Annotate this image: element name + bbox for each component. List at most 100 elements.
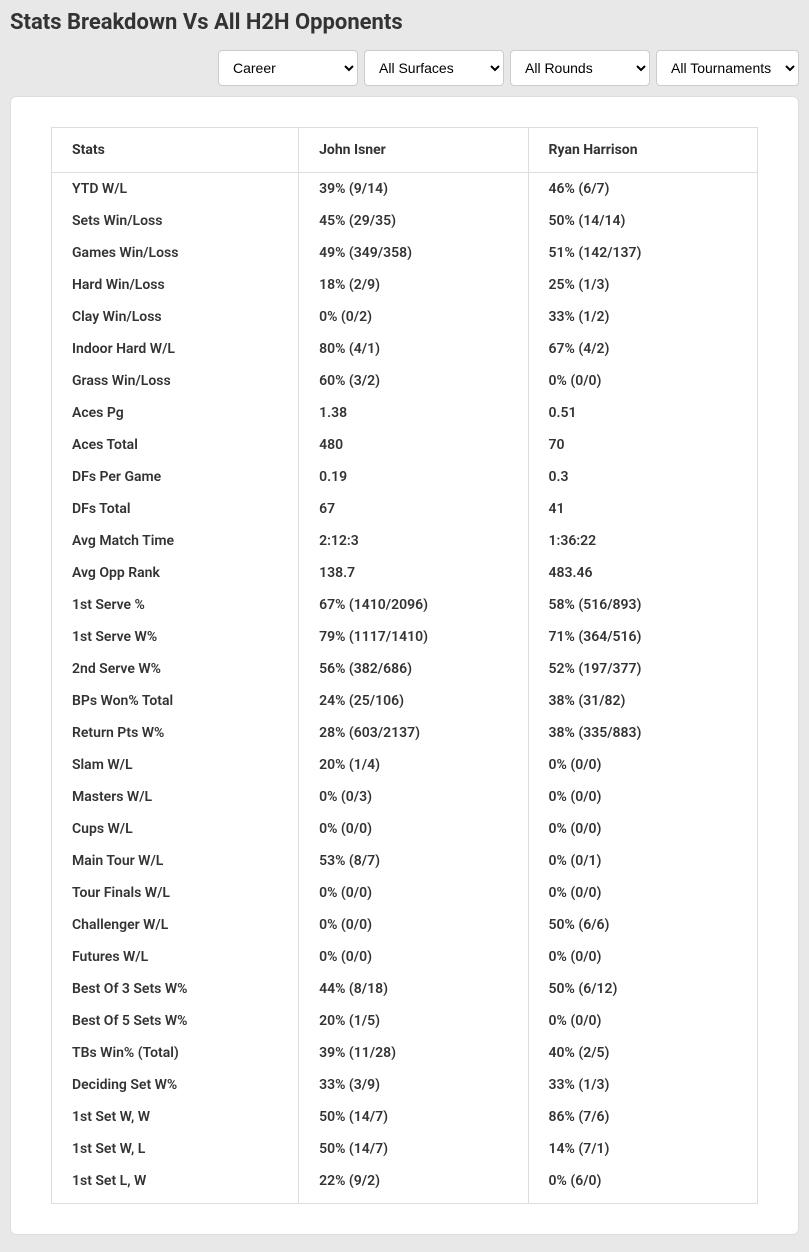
stat-name-cell: Masters W/L [52,781,299,813]
stat-name-cell: Indoor Hard W/L [52,333,299,365]
table-header-row: Stats John Isner Ryan Harrison [52,128,758,173]
player2-cell: 33% (1/3) [528,1069,757,1101]
player1-cell: 22% (9/2) [299,1165,528,1204]
player1-cell: 49% (349/358) [299,237,528,269]
stat-name-cell: DFs Per Game [52,461,299,493]
table-row: Indoor Hard W/L80% (4/1)67% (4/2) [52,333,758,365]
player2-cell: 50% (6/6) [528,909,757,941]
stat-name-cell: 1st Serve W% [52,621,299,653]
stat-name-cell: DFs Total [52,493,299,525]
player2-cell: 25% (1/3) [528,269,757,301]
player1-cell: 20% (1/4) [299,749,528,781]
stat-name-cell: Hard Win/Loss [52,269,299,301]
stats-card: Stats John Isner Ryan Harrison YTD W/L39… [10,96,799,1235]
stat-name-cell: 2nd Serve W% [52,653,299,685]
player2-cell: 46% (6/7) [528,173,757,206]
player1-cell: 53% (8/7) [299,845,528,877]
player2-cell: 0% (0/0) [528,877,757,909]
table-row: Best Of 3 Sets W%44% (8/18)50% (6/12) [52,973,758,1005]
player2-cell: 1:36:22 [528,525,757,557]
stats-table: Stats John Isner Ryan Harrison YTD W/L39… [51,127,758,1204]
stat-name-cell: Futures W/L [52,941,299,973]
player1-cell: 0% (0/2) [299,301,528,333]
player2-cell: 0% (0/0) [528,365,757,397]
stat-name-cell: Avg Opp Rank [52,557,299,589]
player1-cell: 45% (29/35) [299,205,528,237]
player1-cell: 0% (0/3) [299,781,528,813]
player2-cell: 0.51 [528,397,757,429]
player2-cell: 0% (0/0) [528,813,757,845]
table-row: Slam W/L20% (1/4)0% (0/0) [52,749,758,781]
tournament-select[interactable]: All Tournaments [656,50,799,86]
player1-cell: 0% (0/0) [299,877,528,909]
table-row: Main Tour W/L53% (8/7)0% (0/1) [52,845,758,877]
player2-cell: 0% (0/0) [528,941,757,973]
stat-name-cell: Clay Win/Loss [52,301,299,333]
player1-cell: 18% (2/9) [299,269,528,301]
player2-cell: 50% (14/14) [528,205,757,237]
player1-cell: 138.7 [299,557,528,589]
player1-cell: 20% (1/5) [299,1005,528,1037]
filters-container: Career All Surfaces All Rounds All Tourn… [10,50,799,86]
table-row: 1st Serve W%79% (1117/1410)71% (364/516) [52,621,758,653]
stat-name-cell: Challenger W/L [52,909,299,941]
stat-name-cell: 1st Set W, W [52,1101,299,1133]
stat-name-cell: 1st Set W, L [52,1133,299,1165]
player2-cell: 86% (7/6) [528,1101,757,1133]
stat-name-cell: Deciding Set W% [52,1069,299,1101]
table-row: TBs Win% (Total)39% (11/28)40% (2/5) [52,1037,758,1069]
stat-name-cell: TBs Win% (Total) [52,1037,299,1069]
player1-cell: 67% (1410/2096) [299,589,528,621]
round-select[interactable]: All Rounds [510,50,650,86]
player2-cell: 67% (4/2) [528,333,757,365]
surface-select[interactable]: All Surfaces [364,50,504,86]
table-row: Aces Total48070 [52,429,758,461]
stat-name-cell: 1st Serve % [52,589,299,621]
header-player1: John Isner [299,128,528,173]
player2-cell: 0.3 [528,461,757,493]
player1-cell: 0% (0/0) [299,941,528,973]
player2-cell: 52% (197/377) [528,653,757,685]
player1-cell: 60% (3/2) [299,365,528,397]
table-row: Return Pts W%28% (603/2137)38% (335/883) [52,717,758,749]
player2-cell: 38% (335/883) [528,717,757,749]
player1-cell: 28% (603/2137) [299,717,528,749]
player2-cell: 0% (0/0) [528,781,757,813]
stat-name-cell: Games Win/Loss [52,237,299,269]
player2-cell: 0% (0/0) [528,1005,757,1037]
player1-cell: 80% (4/1) [299,333,528,365]
stat-name-cell: Best Of 5 Sets W% [52,1005,299,1037]
table-row: YTD W/L39% (9/14)46% (6/7) [52,173,758,206]
player2-cell: 483.46 [528,557,757,589]
player2-cell: 33% (1/2) [528,301,757,333]
player1-cell: 56% (382/686) [299,653,528,685]
table-row: Avg Opp Rank138.7483.46 [52,557,758,589]
player2-cell: 58% (516/893) [528,589,757,621]
stat-name-cell: Cups W/L [52,813,299,845]
table-row: Sets Win/Loss45% (29/35)50% (14/14) [52,205,758,237]
player1-cell: 39% (9/14) [299,173,528,206]
table-row: 1st Serve %67% (1410/2096)58% (516/893) [52,589,758,621]
player1-cell: 39% (11/28) [299,1037,528,1069]
page-title: Stats Breakdown Vs All H2H Opponents [10,10,799,35]
player1-cell: 79% (1117/1410) [299,621,528,653]
stat-name-cell: Avg Match Time [52,525,299,557]
player1-cell: 67 [299,493,528,525]
player2-cell: 41 [528,493,757,525]
table-row: DFs Total6741 [52,493,758,525]
table-row: BPs Won% Total24% (25/106)38% (31/82) [52,685,758,717]
player1-cell: 480 [299,429,528,461]
table-row: 1st Set L, W22% (9/2)0% (6/0) [52,1165,758,1204]
table-row: 2nd Serve W%56% (382/686)52% (197/377) [52,653,758,685]
timeframe-select[interactable]: Career [218,50,358,86]
player2-cell: 71% (364/516) [528,621,757,653]
player2-cell: 50% (6/12) [528,973,757,1005]
stat-name-cell: Slam W/L [52,749,299,781]
player1-cell: 1.38 [299,397,528,429]
player2-cell: 38% (31/82) [528,685,757,717]
table-row: Avg Match Time2:12:31:36:22 [52,525,758,557]
table-row: 1st Set W, W50% (14/7)86% (7/6) [52,1101,758,1133]
stats-table-body: YTD W/L39% (9/14)46% (6/7)Sets Win/Loss4… [52,173,758,1204]
stat-name-cell: Best Of 3 Sets W% [52,973,299,1005]
stat-name-cell: Return Pts W% [52,717,299,749]
